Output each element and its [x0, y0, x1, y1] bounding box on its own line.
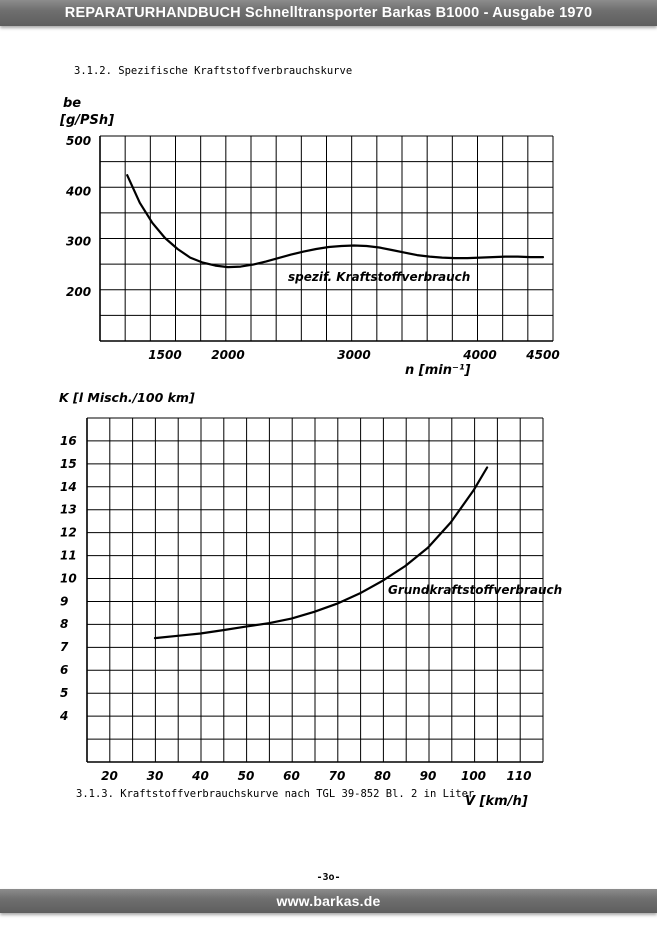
page-number: -3o-: [316, 872, 341, 883]
y-axis-label: K [l Misch./100 km]: [59, 390, 195, 405]
x-tick-label: 4000: [462, 348, 496, 362]
y-tick-label: 11: [60, 549, 77, 563]
y-tick-label: 7: [60, 640, 69, 654]
footer-url: www.barkas.de: [276, 893, 381, 909]
curve-annotation: Grundkraftstoffverbrauch: [388, 583, 562, 597]
y-tick-label: 13: [60, 503, 77, 517]
y-tick-label: 5: [60, 686, 68, 700]
y-tick-label: 15: [60, 457, 77, 471]
x-tick-label: 40: [191, 769, 209, 783]
x-axis-label: V [km/h]: [465, 794, 528, 809]
y-tick-label: 14: [60, 480, 77, 494]
curve-annotation: spezif. Kraftstoffverbrauch: [288, 270, 470, 284]
y-tick-label: 16: [60, 434, 77, 448]
caption-bottom: 3.1.3. Kraftstoffverbrauchskurve nach TG…: [76, 788, 475, 800]
y-tick-label: 12: [60, 526, 77, 540]
footer-bar: www.barkas.de: [0, 889, 657, 913]
header-bar: REPARATURHANDBUCH Schnelltransporter Bar…: [0, 0, 657, 26]
y-tick-label: 4: [59, 709, 68, 723]
x-tick-label: 70: [329, 769, 346, 783]
y-tick-label: 200: [66, 285, 91, 299]
caption-top: 3.1.2. Spezifische Kraftstoffverbrauchsk…: [74, 65, 353, 77]
y-tick-label: 8: [60, 617, 68, 631]
y-tick-label: 400: [65, 184, 91, 198]
header-title: REPARATURHANDBUCH Schnelltransporter Bar…: [64, 5, 593, 21]
x-tick-label: 60: [283, 769, 300, 783]
x-tick-label: 100: [461, 769, 486, 783]
x-axis-label: n [min⁻¹]: [405, 363, 471, 378]
x-tick-label: 4500: [525, 348, 559, 362]
series-line: [126, 174, 545, 269]
x-tick-label: 110: [506, 769, 531, 783]
x-tick-label: 1500: [148, 348, 181, 362]
y-tick-label: 300: [66, 235, 91, 249]
y-tick-label: 10: [60, 571, 77, 585]
y-axis-unit: [g/PSh]: [59, 113, 114, 128]
y-tick-label: 500: [66, 134, 91, 148]
y-axis-label: be: [63, 96, 81, 111]
x-tick-label: 30: [147, 769, 164, 783]
x-tick-label: 20: [101, 769, 118, 783]
series-line: [153, 466, 489, 640]
x-tick-label: 90: [420, 769, 437, 783]
y-tick-label: 9: [60, 594, 68, 608]
y-tick-label: 6: [60, 663, 68, 677]
x-tick-label: 3000: [337, 348, 370, 362]
x-tick-label: 50: [238, 769, 255, 783]
x-tick-label: 80: [374, 769, 391, 783]
x-tick-label: 2000: [211, 348, 244, 362]
